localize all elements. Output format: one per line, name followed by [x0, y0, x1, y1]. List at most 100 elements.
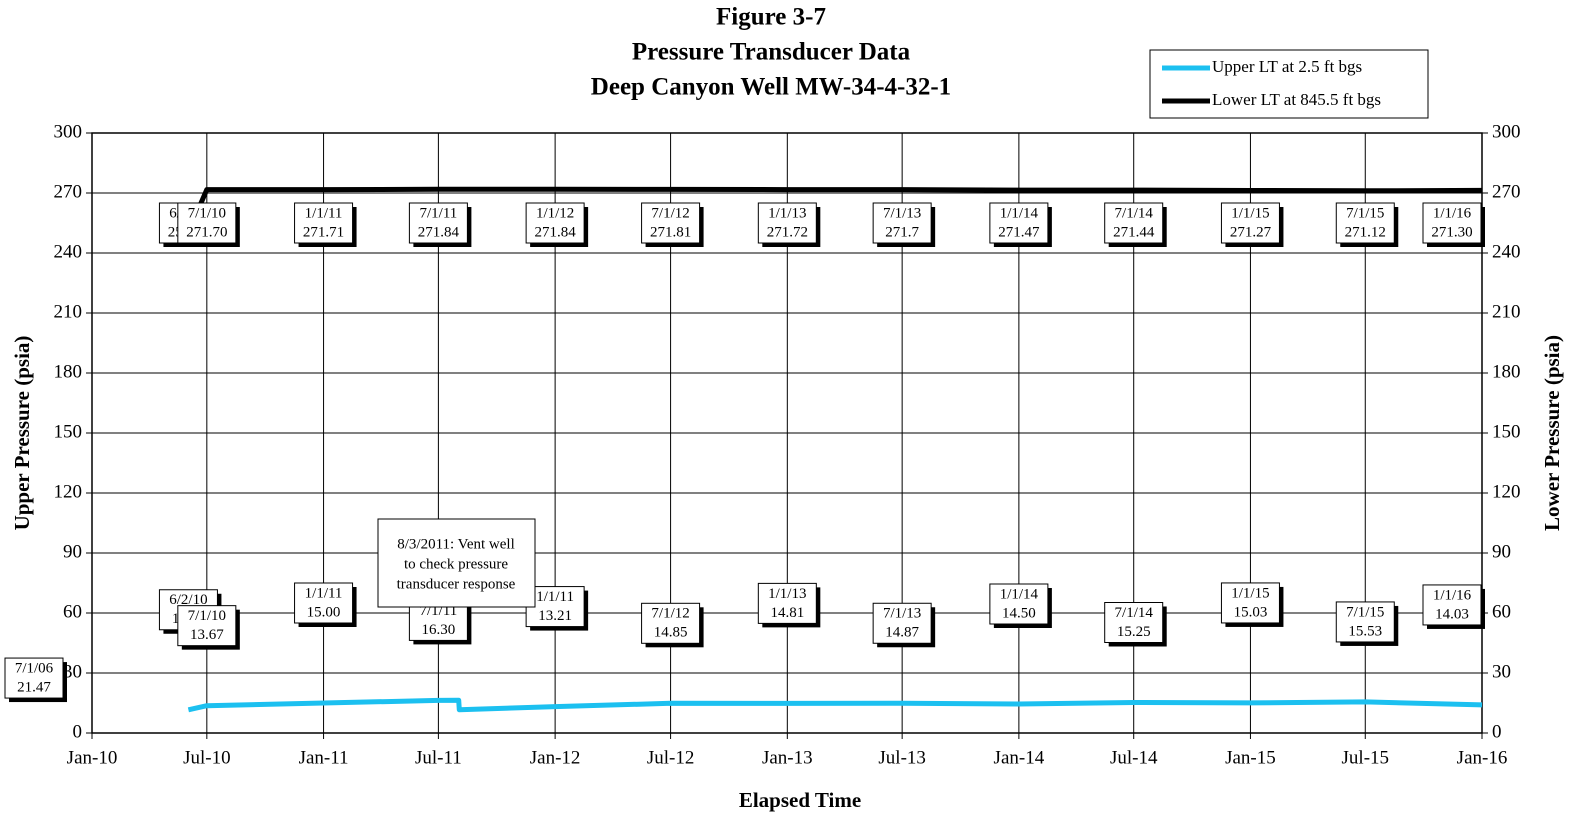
data-label: 1/1/14 14.50 [989, 583, 1052, 628]
label-box [525, 202, 585, 244]
label-text: 271.12 [1345, 224, 1386, 240]
y2-tick-label: 0 [1492, 721, 1502, 742]
label-text: 7/1/13 [883, 606, 921, 622]
x-tick-label: Jul-12 [647, 747, 695, 768]
y-tick-label: 210 [54, 301, 83, 322]
label-text: 271.30 [1431, 224, 1472, 240]
label-box [1220, 202, 1280, 244]
label-text: 7/1/06 [15, 660, 54, 676]
annotation-text: 8/3/2011: Vent well [397, 536, 515, 552]
y2-tick-label: 180 [1492, 361, 1521, 382]
x-tick-label: Jul-13 [878, 747, 926, 768]
label-text: 271.27 [1230, 224, 1272, 240]
label-box [989, 583, 1049, 625]
y2-axis-label: Lower Pressure (psia) [1540, 335, 1564, 531]
y2-tick-label: 90 [1492, 541, 1511, 562]
y-tick-label: 60 [63, 601, 82, 622]
y2-tick-label: 120 [1492, 481, 1521, 502]
label-box [641, 202, 701, 244]
label-text: 1/1/12 [536, 205, 574, 221]
data-label: 1/1/13 271.72 [757, 202, 821, 247]
label-box [294, 202, 354, 244]
data-label: 7/1/12 271.81 [641, 202, 704, 247]
x-tick-label: Jul-11 [415, 747, 462, 768]
label-text: 7/1/15 [1346, 205, 1384, 221]
x-tick-label: Jan-11 [299, 747, 349, 768]
title-line: Deep Canyon Well MW-34-4-32-1 [591, 74, 951, 101]
label-box [1335, 202, 1395, 244]
label-text: 7/1/12 [651, 205, 689, 221]
title-line: Pressure Transducer Data [632, 39, 911, 66]
label-text: 1/1/13 [768, 205, 806, 221]
y2-tick-label: 150 [1492, 421, 1521, 442]
label-text: 271.7 [885, 224, 919, 240]
label-text: 271.44 [1113, 224, 1155, 240]
label-text: 15.00 [307, 604, 341, 620]
data-label: 1/1/14 271.47 [989, 202, 1052, 247]
label-text: 14.03 [1435, 606, 1469, 622]
label-box [989, 202, 1049, 244]
y2-tick-label: 240 [1492, 241, 1521, 262]
label-text: 14.87 [885, 625, 919, 641]
data-label: 1/1/15 15.03 [1220, 582, 1284, 627]
data-label: 1/1/16 14.03 [1422, 584, 1485, 629]
data-label: 1/1/15 271.27 [1220, 202, 1284, 247]
label-text: 15.03 [1234, 604, 1268, 620]
y2-tick-label: 270 [1492, 181, 1521, 202]
y-tick-label: 90 [63, 541, 82, 562]
label-text: 15.25 [1117, 624, 1151, 640]
label-text: 1/1/16 [1433, 205, 1472, 221]
data-label: 1/1/12 271.84 [525, 202, 589, 247]
label-text: 7/1/14 [1115, 605, 1154, 621]
label-text: 1/1/15 [1231, 585, 1269, 601]
x-tick-label: Jan-10 [67, 747, 118, 768]
label-text: 7/1/15 [1346, 604, 1384, 620]
label-box [1220, 582, 1280, 624]
label-text: 13.21 [538, 608, 572, 624]
label-text: 1/1/13 [768, 586, 806, 602]
label-text: 271.47 [998, 224, 1040, 240]
label-box [1422, 584, 1482, 626]
data-label: 1/1/11 271.71 [294, 202, 357, 247]
label-text: 7/1/10 [188, 608, 226, 624]
label-text: 7/1/13 [883, 205, 921, 221]
label-text: 7/1/11 [419, 205, 457, 221]
y-tick-label: 300 [54, 121, 83, 142]
label-box [525, 586, 585, 628]
label-text: 1/1/14 [1000, 205, 1039, 221]
label-text: 271.72 [767, 224, 808, 240]
annotation-text: to check pressure [404, 556, 508, 572]
label-text: 1/1/15 [1231, 205, 1269, 221]
x-axis-label: Elapsed Time [739, 788, 861, 812]
label-text: 15.53 [1348, 623, 1382, 639]
label-text: 14.85 [654, 625, 688, 641]
label-box [177, 605, 237, 647]
data-label: 7/1/10 271.70 [177, 202, 240, 247]
data-label: 7/1/15 271.12 [1335, 202, 1399, 247]
label-text: 16.30 [422, 622, 456, 638]
label-text: 13.67 [190, 627, 224, 643]
label-text: 1/1/11 [305, 585, 343, 601]
y2-tick-label: 60 [1492, 601, 1511, 622]
label-box [1422, 202, 1482, 244]
title-line: Figure 3-7 [716, 4, 826, 31]
label-text: 14.81 [770, 605, 804, 621]
label-text: 7/1/10 [188, 205, 226, 221]
label-text: 1/1/14 [1000, 586, 1039, 602]
data-line [186, 186, 1483, 234]
x-tick-label: Jan-15 [1225, 747, 1276, 768]
plot-frame [91, 132, 1483, 734]
data-label: 1/1/13 14.81 [757, 582, 821, 628]
label-text: 1/1/11 [305, 205, 343, 221]
label-text: 7/1/12 [651, 606, 689, 622]
y-tick-label: 240 [54, 241, 83, 262]
annotation-box [377, 518, 536, 608]
label-text: 7/1/14 [1115, 205, 1154, 221]
data-line [187, 697, 1483, 713]
y2-tick-label: 300 [1492, 121, 1521, 142]
data-label: 1/1/11 15.00 [294, 582, 357, 627]
label-text: 271.71 [303, 224, 344, 240]
x-tick-label: Jul-10 [183, 747, 231, 768]
y2-tick-label: 30 [1492, 661, 1511, 682]
data-label: 7/1/15 15.53 [1335, 601, 1399, 646]
